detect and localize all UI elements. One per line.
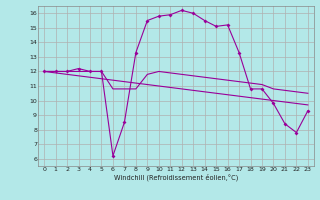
X-axis label: Windchill (Refroidissement éolien,°C): Windchill (Refroidissement éolien,°C) <box>114 174 238 181</box>
